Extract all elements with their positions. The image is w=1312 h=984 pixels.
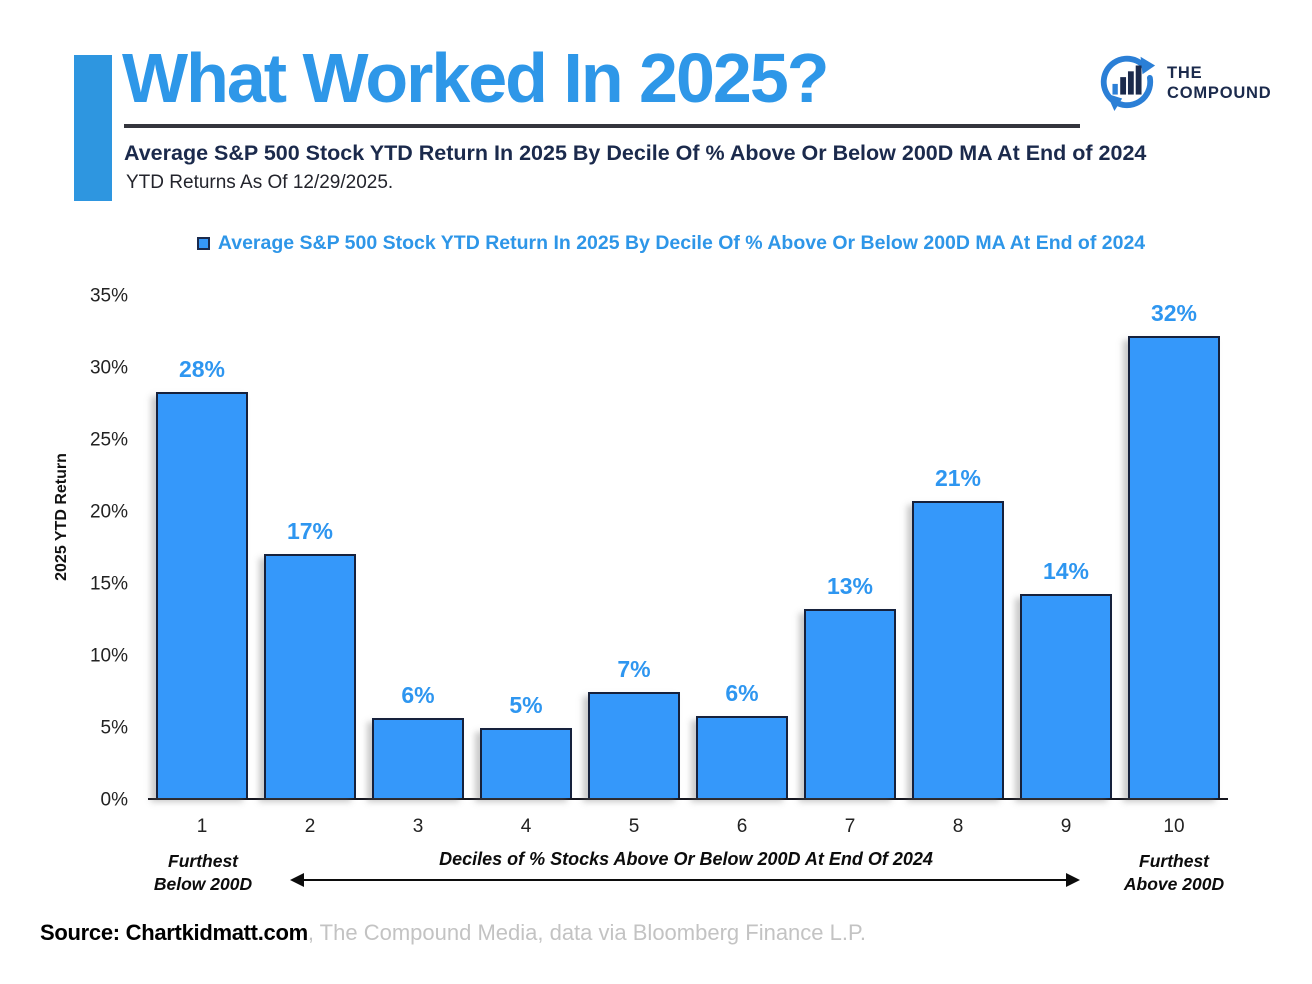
bar-decile-3 xyxy=(372,717,464,798)
the-compound-logo: THE COMPOUND xyxy=(1096,50,1271,117)
bar-value-label: 21% xyxy=(934,465,982,492)
bar-slot: 32% xyxy=(1120,296,1228,798)
x-tick-label: 3 xyxy=(412,816,424,837)
bar-decile-9 xyxy=(1020,594,1112,798)
bar-slot: 14% xyxy=(1012,296,1120,798)
legend-swatch-icon xyxy=(196,237,210,250)
right-extreme-label: Furthest Above 200D xyxy=(1123,851,1225,894)
x-tick-label: 7 xyxy=(844,816,856,837)
x-axis-labels: 1 2 3 4 5 6 7 8 9 10 xyxy=(148,816,1228,838)
bar-slot: 21% xyxy=(904,296,1012,798)
bar-decile-1 xyxy=(156,392,248,798)
y-tick-label: 25% xyxy=(89,429,128,451)
bar-value-label: 28% xyxy=(178,356,226,383)
bar-decile-10 xyxy=(1128,336,1220,798)
bar-value-label: 7% xyxy=(617,655,651,682)
brand-name: THE COMPOUND xyxy=(1167,64,1271,103)
legend-label: Average S&P 500 Stock YTD Return In 2025… xyxy=(217,232,1146,254)
bar-slot: 28% xyxy=(148,296,256,798)
source-secondary: , The Compound Media, data via Bloomberg… xyxy=(307,920,866,945)
double-arrow-icon xyxy=(290,872,1080,888)
brand-line-1: THE xyxy=(1167,64,1203,83)
compound-chart-bubble-icon xyxy=(1096,50,1158,117)
plot-area: 28% 17% 6% 5% 7% 6% 13% 21% 14% 32% xyxy=(148,296,1228,800)
source-line: Source: Chartkidmatt.com, The Compound M… xyxy=(40,920,866,946)
bar-slot: 17% xyxy=(256,296,364,798)
as-of-date: YTD Returns As Of 12/29/2025. xyxy=(126,172,394,193)
y-tick-label: 10% xyxy=(89,645,128,667)
y-tick-label: 5% xyxy=(100,717,128,739)
left-extreme-label: Furthest Below 200D xyxy=(153,851,253,894)
x-tick-label: 8 xyxy=(952,816,964,837)
chart-subtitle: Average S&P 500 Stock YTD Return In 2025… xyxy=(124,141,1147,165)
x-tick-label: 5 xyxy=(628,816,640,837)
bar-decile-5 xyxy=(588,691,680,798)
source-primary: Source: Chartkidmatt.com xyxy=(40,920,308,945)
x-tick-label: 6 xyxy=(736,816,748,837)
brand-line-2: COMPOUND xyxy=(1167,83,1272,102)
x-tick-label: 1 xyxy=(196,816,208,837)
bar-value-label: 5% xyxy=(509,691,543,718)
bar-decile-6 xyxy=(696,716,788,798)
y-axis-ticks: 0% 5% 10% 15% 20% 25% 30% 35% xyxy=(62,287,128,810)
bar-decile-2 xyxy=(264,554,356,798)
y-tick-label: 0% xyxy=(100,789,128,811)
bar-value-label: 14% xyxy=(1042,558,1090,585)
bar-decile-7 xyxy=(804,608,896,798)
x-axis-annotation: Deciles of % Stocks Above Or Below 200D … xyxy=(439,849,933,869)
x-tick-label: 10 xyxy=(1163,816,1185,837)
bar-slot: 13% xyxy=(796,296,904,798)
x-tick-label: 2 xyxy=(304,816,316,837)
page-title: What Worked In 2025? xyxy=(122,39,830,117)
title-accent-bar xyxy=(74,55,112,201)
y-tick-label: 35% xyxy=(89,285,128,307)
bar-value-label: 6% xyxy=(401,681,435,708)
title-underline xyxy=(124,124,1080,128)
x-tick-label: 4 xyxy=(520,816,532,837)
bar-slot: 7% xyxy=(580,296,688,798)
x-tick-label: 9 xyxy=(1060,816,1072,837)
bar-value-label: 6% xyxy=(725,680,759,707)
bar-slot: 6% xyxy=(364,296,472,798)
bar-slot: 5% xyxy=(472,296,580,798)
bar-decile-4 xyxy=(480,727,572,798)
y-tick-label: 15% xyxy=(89,573,128,595)
bar-value-label: 17% xyxy=(286,518,334,545)
bar-value-label: 13% xyxy=(826,572,874,599)
y-tick-label: 30% xyxy=(89,357,128,379)
chart-legend: Average S&P 500 Stock YTD Return In 2025… xyxy=(0,232,1312,255)
bar-decile-8 xyxy=(912,501,1004,798)
y-tick-label: 20% xyxy=(89,501,128,523)
bar-value-label: 32% xyxy=(1150,300,1198,327)
bar-slot: 6% xyxy=(688,296,796,798)
